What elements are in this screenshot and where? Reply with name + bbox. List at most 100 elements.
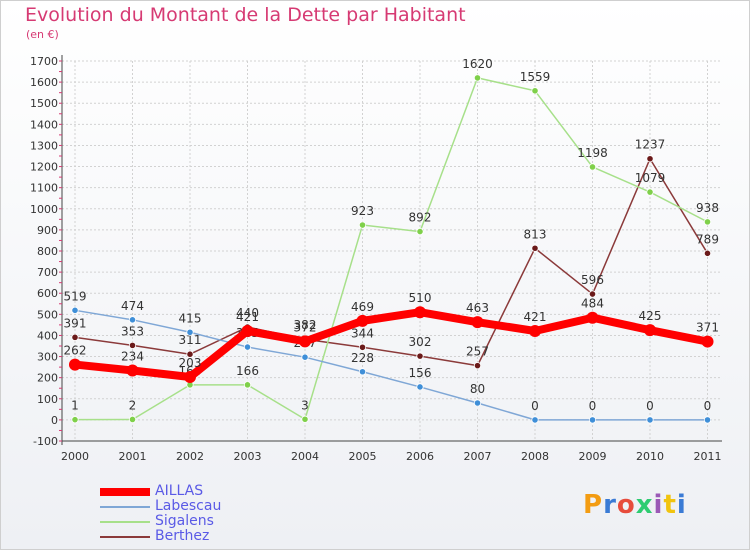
data-label-aillas: 463 — [466, 301, 489, 315]
data-point-labescau — [358, 368, 367, 376]
y-tick-label: 100 — [37, 393, 58, 406]
data-label-berthez: 257 — [466, 345, 489, 359]
legend-label: AILLAS — [155, 483, 204, 499]
data-label-labescau: 156 — [409, 366, 432, 380]
data-label-labescau: 0 — [704, 399, 712, 413]
data-label-labescau: 0 — [531, 399, 539, 413]
y-tick-label: 700 — [37, 266, 58, 279]
data-label-berthez: 353 — [121, 324, 144, 338]
y-tick-label: 900 — [37, 224, 58, 237]
legend-label: Sigalens — [155, 513, 214, 529]
x-tick-label: 2001 — [119, 450, 147, 463]
proxiti-logo: Proxiti — [583, 490, 687, 520]
data-point-sigalens — [588, 163, 597, 171]
data-label-sigalens: 166 — [236, 364, 259, 378]
data-point-berthez — [531, 244, 539, 252]
data-label-aillas: 372 — [294, 320, 317, 334]
data-label-aillas: 262 — [64, 344, 87, 358]
logo-letter: o — [616, 490, 636, 520]
y-tick-label: 200 — [37, 372, 58, 385]
chart-subtitle: (en €) — [26, 28, 59, 41]
y-tick-label: 600 — [37, 287, 58, 300]
data-point-labescau — [473, 399, 482, 407]
x-tick-label: 2011 — [694, 450, 722, 463]
data-label-sigalens: 1559 — [520, 70, 551, 84]
series-line-labescau — [74, 309, 709, 421]
data-point-labescau — [128, 316, 137, 324]
data-label-labescau: 415 — [179, 311, 202, 325]
data-point-labescau — [703, 416, 712, 424]
series-line-berthez — [74, 157, 709, 367]
data-label-berthez: 596 — [581, 273, 604, 287]
data-label-sigalens: 1079 — [635, 171, 666, 185]
series-line-sigalens — [74, 77, 709, 421]
data-point-sigalens — [128, 415, 137, 424]
y-tick-label: 1000 — [30, 203, 58, 216]
data-label-sigalens: 1198 — [577, 146, 608, 160]
y-tick-label: 1400 — [30, 118, 58, 131]
data-point-labescau — [416, 383, 424, 391]
data-point-aillas — [126, 364, 139, 377]
data-label-berthez: 813 — [524, 227, 547, 241]
y-tick-label: 1200 — [30, 161, 58, 174]
data-point-berthez — [71, 333, 79, 341]
data-label-labescau: 0 — [589, 399, 597, 413]
data-point-aillas — [471, 316, 484, 329]
data-label-aillas: 203 — [179, 356, 202, 370]
x-tick-label: 2005 — [349, 450, 377, 463]
data-point-aillas — [701, 335, 714, 348]
data-point-labescau — [186, 328, 194, 336]
logo-letter: x — [635, 490, 654, 520]
data-point-aillas — [299, 335, 311, 348]
logo-letter: i — [676, 490, 687, 520]
data-point-aillas — [529, 325, 541, 338]
data-label-sigalens: 1 — [71, 399, 79, 413]
y-tick-label: 1600 — [30, 76, 58, 89]
data-label-aillas: 421 — [236, 310, 259, 324]
data-label-berthez: 311 — [179, 333, 202, 347]
data-point-sigalens — [646, 188, 654, 196]
x-tick-label: 2000 — [61, 450, 89, 463]
data-label-sigalens: 938 — [696, 201, 719, 215]
data-label-labescau: 80 — [470, 382, 485, 396]
data-label-sigalens: 923 — [351, 204, 374, 218]
logo-letter: r — [603, 490, 617, 520]
y-tick-label: -100 — [33, 435, 58, 448]
y-tick-label: 1300 — [30, 139, 58, 152]
x-tick-label: 2006 — [406, 450, 434, 463]
x-tick-label: 2002 — [176, 450, 204, 463]
data-label-labescau: 0 — [646, 399, 654, 413]
data-label-labescau: 474 — [121, 299, 144, 313]
data-point-sigalens — [71, 416, 79, 424]
data-label-berthez: 344 — [351, 326, 374, 340]
data-label-berthez: 382 — [294, 318, 317, 332]
data-label-labescau: 228 — [351, 351, 374, 365]
series-line-aillas — [71, 308, 712, 382]
legend-swatch — [100, 505, 150, 508]
data-label-sigalens: 3 — [301, 398, 309, 412]
data-point-sigalens — [301, 415, 309, 423]
data-point-labescau — [71, 306, 79, 314]
data-point-aillas — [356, 314, 369, 327]
data-label-berthez: 1237 — [635, 138, 666, 152]
data-point-labescau — [243, 343, 252, 351]
legend-swatch — [100, 487, 150, 496]
data-label-aillas: 469 — [351, 300, 374, 314]
data-label-berthez: 440 — [236, 306, 259, 320]
data-point-berthez — [588, 290, 597, 298]
logo-letter: P — [583, 490, 604, 520]
x-tick-label: 2010 — [636, 450, 664, 463]
data-point-berthez — [703, 249, 712, 257]
y-tick-label: 1100 — [30, 182, 58, 195]
data-point-sigalens — [416, 227, 424, 236]
data-point-aillas — [241, 325, 254, 338]
data-label-aillas: 510 — [409, 291, 432, 305]
x-tick-label: 2008 — [521, 450, 549, 463]
legend-swatch — [100, 520, 150, 523]
data-point-berthez — [186, 350, 194, 358]
data-label-sigalens: 1620 — [462, 57, 493, 71]
x-tick-label: 2004 — [291, 450, 319, 463]
data-point-labescau — [531, 416, 539, 424]
data-point-sigalens — [473, 74, 482, 82]
data-label-berthez: 302 — [409, 335, 432, 349]
